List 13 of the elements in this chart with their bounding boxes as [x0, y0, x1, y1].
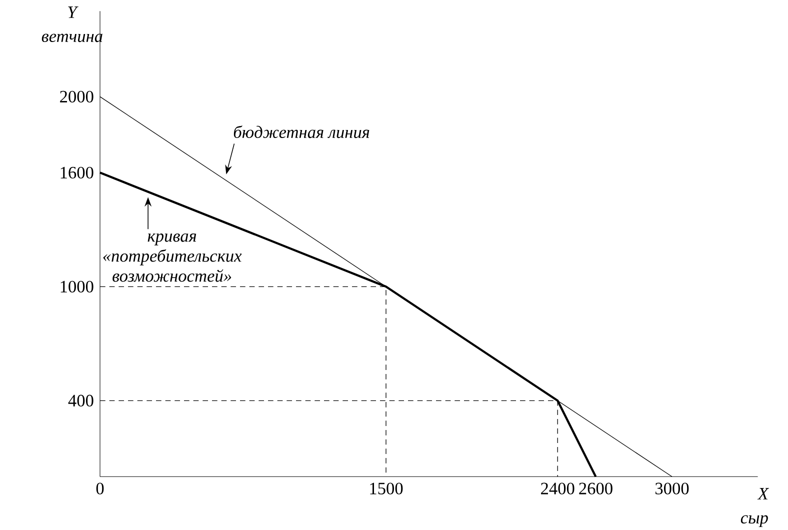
y-tick-label: 2000: [60, 90, 94, 103]
y-axis-title: Y ветчина: [42, 6, 102, 42]
x-tick-label: 3000: [656, 482, 689, 494]
y-tick-label: 400: [68, 394, 94, 406]
x-axis-title: X сыр: [740, 488, 770, 528]
x-tick-label: 1500: [370, 482, 403, 494]
x-tick-label: 0: [96, 482, 104, 494]
x-tick-label: 2400: [541, 482, 574, 494]
x-tick-label: 2600: [579, 482, 612, 494]
y-tick-label: 1000: [60, 280, 94, 293]
annotation: бюджетная линия: [234, 125, 370, 138]
y-tick-label: 1600: [60, 166, 94, 179]
annotation: кривая «потребительских возможностей»: [103, 233, 242, 282]
